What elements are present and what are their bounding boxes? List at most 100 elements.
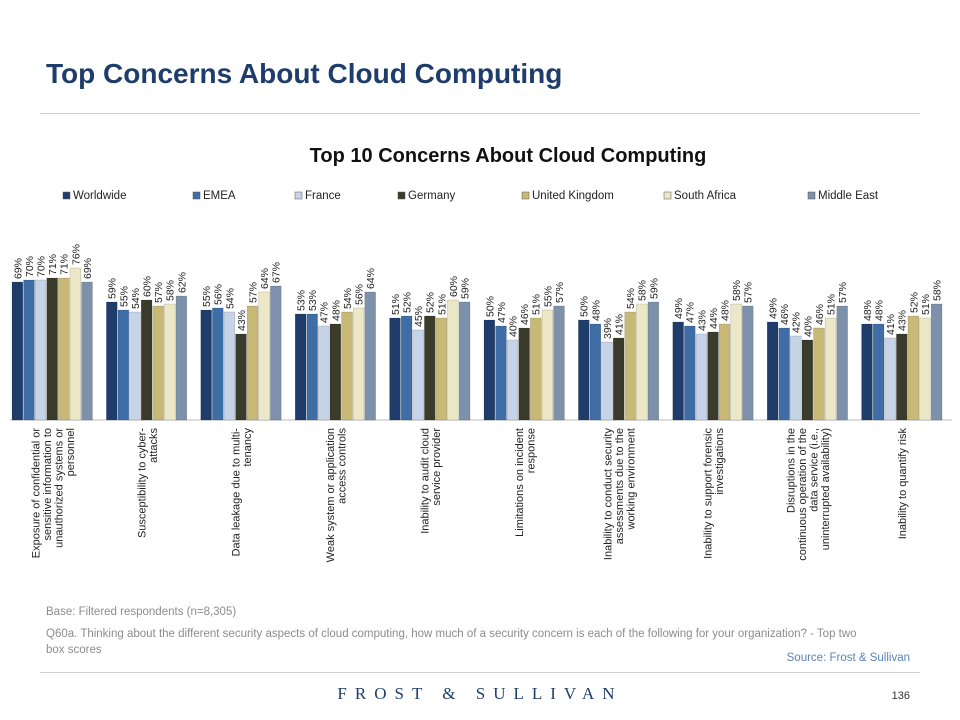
data-label: 41% — [614, 314, 626, 335]
data-label: 55% — [542, 286, 554, 307]
data-label: 57% — [554, 282, 566, 303]
category-labels: Exposure of confidential or sensitive inf… — [30, 428, 909, 563]
bar — [647, 301, 660, 421]
category-label-line: Limitations on incident — [514, 428, 526, 537]
bar — [258, 291, 270, 421]
bar — [907, 315, 920, 421]
question-note: Q60a. Thinking about the different secur… — [46, 628, 857, 656]
bar — [742, 305, 754, 421]
data-label: 48% — [590, 300, 602, 321]
bar — [81, 281, 93, 421]
category-label-line: response — [525, 428, 537, 473]
data-label: 46% — [519, 304, 531, 325]
bar — [140, 299, 153, 421]
data-label: 69% — [12, 258, 24, 279]
data-label: 39% — [602, 318, 614, 339]
legend-label: Worldwide — [73, 190, 126, 202]
category-label-line: service provider — [431, 428, 443, 506]
data-label: 47% — [319, 302, 331, 323]
bar — [884, 337, 896, 421]
category-label-line: personnel — [65, 428, 77, 476]
bar — [506, 339, 519, 421]
category-label: Exposure of confidential or sensitive inf… — [30, 428, 77, 559]
bar — [58, 277, 70, 421]
footnotes: Base: Filtered respondents (n=8,305) Q60… — [46, 604, 866, 664]
data-label: 59% — [107, 278, 119, 299]
data-label: 58% — [637, 280, 649, 301]
bar — [364, 291, 376, 421]
legend-swatch — [192, 191, 201, 200]
page-number: 136 — [891, 690, 910, 702]
bar — [919, 317, 931, 421]
category-label-line: access controls — [337, 428, 349, 504]
data-label: 54% — [625, 288, 637, 309]
data-label: 43% — [236, 310, 248, 331]
data-label: 41% — [885, 314, 897, 335]
data-label: 54% — [224, 288, 236, 309]
data-label: 49% — [768, 298, 780, 319]
bar — [246, 305, 259, 421]
category-label-line: assessments due to the — [614, 428, 626, 544]
legend-item: South Africa — [663, 190, 737, 202]
bar — [730, 303, 742, 421]
bar — [447, 299, 459, 421]
bar — [578, 319, 590, 421]
data-label: 51% — [826, 294, 838, 315]
bar — [175, 295, 188, 421]
bar — [352, 307, 365, 421]
bar — [389, 317, 401, 421]
legend-item: France — [294, 190, 341, 202]
bar — [11, 281, 24, 421]
category-label: Disruptions in the continuous operation o… — [786, 428, 833, 561]
data-label: 51% — [920, 294, 932, 315]
legend-label: EMEA — [203, 190, 236, 202]
bar — [824, 317, 837, 421]
bar — [589, 323, 602, 421]
data-label: 44% — [708, 308, 720, 329]
bar — [164, 303, 176, 421]
bar — [212, 307, 224, 421]
plot-area: 69% 70% 70% 71% 71% 76%69%59% 55% 54%60% 57% 58% 6… — [10, 244, 952, 421]
bar — [684, 325, 696, 421]
data-label: 59% — [648, 278, 660, 299]
data-label: 43% — [897, 310, 909, 331]
bar — [801, 339, 814, 421]
legend-label: Middle East — [818, 190, 879, 202]
data-label: 57% — [153, 282, 165, 303]
bar — [435, 317, 448, 421]
chart-title: Top 10 Concerns About Cloud Computing — [310, 145, 707, 167]
bar — [483, 319, 496, 421]
data-label: 56% — [213, 284, 225, 305]
legend-item: Middle East — [807, 190, 879, 202]
category-label: Inability to audit cloud service provider — [419, 428, 443, 534]
bar — [872, 323, 885, 421]
legend-item: Germany — [397, 190, 456, 202]
data-label: 58% — [165, 280, 177, 301]
data-label: 57% — [743, 282, 755, 303]
category-label-line: continuous operation of the — [797, 428, 809, 561]
data-label: 53% — [307, 290, 319, 311]
bar — [624, 311, 636, 421]
data-label: 40% — [802, 316, 814, 337]
bar — [341, 311, 353, 421]
bar — [766, 321, 779, 421]
category-label-line: investigations — [714, 428, 726, 495]
data-label: 51% — [390, 294, 402, 315]
legend-swatch — [294, 191, 303, 200]
data-label: 42% — [791, 312, 803, 333]
source-note: Source: Frost & Sullivan — [786, 652, 910, 664]
data-label: 48% — [862, 300, 874, 321]
data-label: 54% — [342, 288, 354, 309]
legend-label: Germany — [408, 190, 456, 202]
bar — [235, 333, 247, 421]
data-label: 55% — [201, 286, 213, 307]
data-label: 46% — [779, 304, 791, 325]
legend-label: France — [305, 190, 341, 202]
legend-label: South Africa — [674, 190, 737, 202]
data-label: 50% — [579, 296, 591, 317]
bar — [294, 313, 307, 421]
data-label: 52% — [402, 292, 414, 313]
category-label: Limitations on incident response — [514, 428, 538, 537]
bar — [200, 309, 212, 421]
bar — [69, 267, 82, 421]
